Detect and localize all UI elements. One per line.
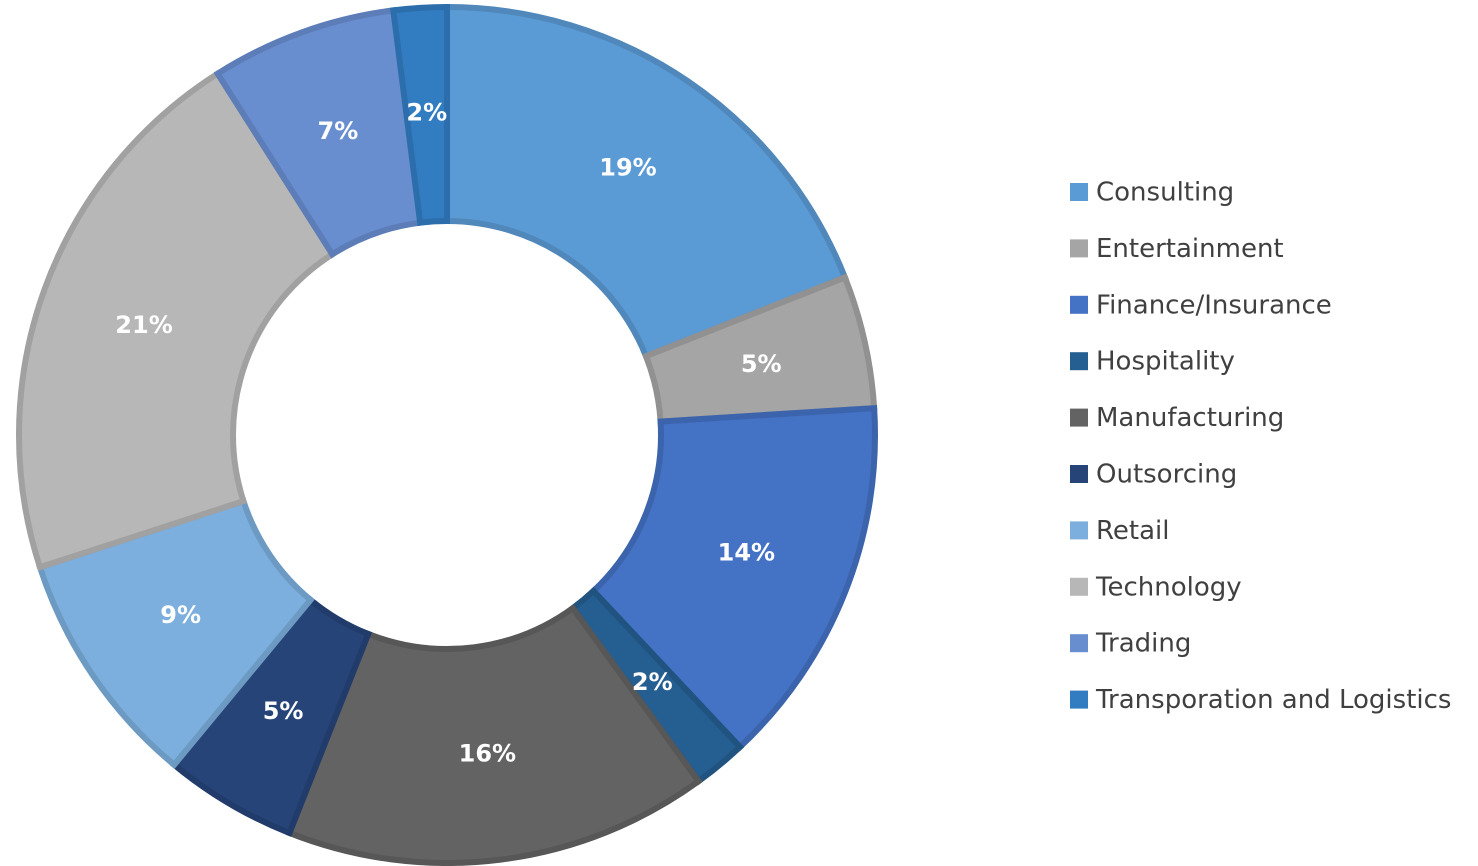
data-label: 7% bbox=[318, 117, 359, 145]
slice bbox=[390, 3, 450, 227]
legend-label: Technology bbox=[1095, 572, 1242, 602]
legend-label: Entertainment bbox=[1096, 234, 1284, 264]
data-label: 14% bbox=[718, 539, 775, 567]
data-label: 16% bbox=[459, 739, 516, 767]
data-label: 9% bbox=[160, 601, 201, 629]
data-label: 19% bbox=[599, 154, 656, 182]
legend-swatch bbox=[1070, 634, 1088, 653]
slice bbox=[16, 69, 337, 572]
legend-label: Outsorcing bbox=[1096, 460, 1237, 490]
legend-swatch bbox=[1070, 690, 1088, 709]
legend-swatch bbox=[1070, 577, 1088, 596]
legend-swatch bbox=[1070, 295, 1088, 314]
legend-label: Finance/Insurance bbox=[1096, 290, 1332, 320]
slice bbox=[36, 497, 315, 770]
data-label: 5% bbox=[741, 350, 782, 378]
legend-label: Transporation and Logistics bbox=[1095, 685, 1451, 715]
legend-swatch bbox=[1070, 352, 1088, 371]
legend-swatch bbox=[1070, 465, 1088, 483]
data-label: 21% bbox=[115, 311, 172, 339]
legend-swatch bbox=[1070, 408, 1088, 427]
legend-label: Retail bbox=[1096, 516, 1169, 546]
legend-label: Consulting bbox=[1096, 178, 1234, 208]
legend-label: Manufacturing bbox=[1096, 403, 1284, 433]
legend-label: Trading bbox=[1095, 629, 1191, 659]
legend-swatch bbox=[1070, 239, 1088, 258]
legend-swatch bbox=[1070, 521, 1088, 540]
data-label: 2% bbox=[632, 668, 673, 696]
legend-swatch bbox=[1070, 183, 1088, 201]
data-label: 2% bbox=[406, 99, 447, 127]
legend-label: Hospitality bbox=[1096, 347, 1235, 377]
slice bbox=[285, 603, 703, 866]
slice bbox=[444, 3, 849, 361]
data-label: 5% bbox=[263, 697, 304, 725]
